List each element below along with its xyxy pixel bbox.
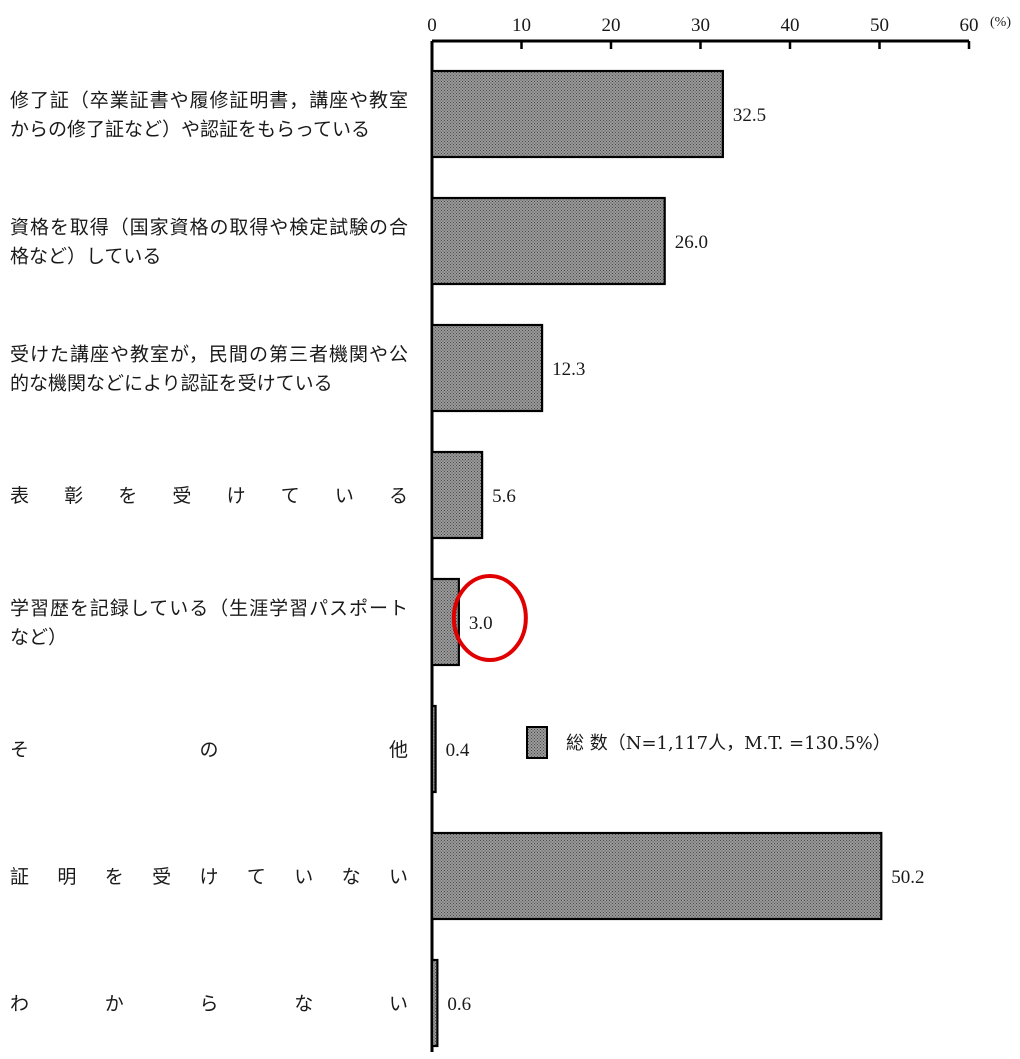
category-label: わ か ら な い xyxy=(10,993,408,1015)
category-label: 修了証（卒業証書や履修証明書，講座や教室 xyxy=(10,90,408,112)
data-label: 3.0 xyxy=(469,613,493,634)
category-label: 表 彰 を 受 け て い る xyxy=(10,485,408,507)
x-tick-label: 10 xyxy=(512,15,531,36)
bar xyxy=(430,831,883,921)
category-label: 証 明 を 受 け て い な い xyxy=(10,866,408,888)
data-label: 50.2 xyxy=(891,867,924,888)
data-label: 5.6 xyxy=(492,486,516,507)
data-label: 0.4 xyxy=(446,740,470,761)
x-tick-label: 30 xyxy=(691,15,710,36)
category-label: からの修了証など）や認証をもらっている xyxy=(10,119,370,141)
x-tick-label: 50 xyxy=(870,15,889,36)
legend-label: 総 数（N=1,117人，M.T. =130.5%） xyxy=(566,733,891,754)
bar xyxy=(430,958,439,1048)
bar xyxy=(430,704,437,794)
category-label: 格など）している xyxy=(10,246,161,268)
x-tick-label: 0 xyxy=(427,15,437,36)
bar xyxy=(430,196,666,286)
data-label: 26.0 xyxy=(675,232,708,253)
bar xyxy=(430,450,484,540)
legend-swatch xyxy=(526,726,548,759)
x-tick-label: 60 xyxy=(960,15,979,36)
category-label: 的な機関などにより認証を受けている xyxy=(10,373,333,395)
bar xyxy=(430,323,544,413)
x-tick-label: 40 xyxy=(781,15,800,36)
data-label: 32.5 xyxy=(733,105,766,126)
highlight-circle xyxy=(451,574,528,662)
x-tick-label: 20 xyxy=(602,15,621,36)
category-label: 資格を取得（国家資格の取得や検定試験の合 xyxy=(10,217,408,239)
category-label: 学習歴を記録している（生涯学習パスポート xyxy=(10,598,408,620)
data-label: 0.6 xyxy=(447,994,471,1015)
category-label: そ の 他 xyxy=(10,739,408,761)
category-label: 受けた講座や教室が，民間の第三者機関や公 xyxy=(10,344,408,366)
unit-label: (%) xyxy=(990,15,1011,30)
bar xyxy=(430,69,724,159)
data-label: 12.3 xyxy=(552,359,585,380)
category-label: など） xyxy=(10,627,67,649)
